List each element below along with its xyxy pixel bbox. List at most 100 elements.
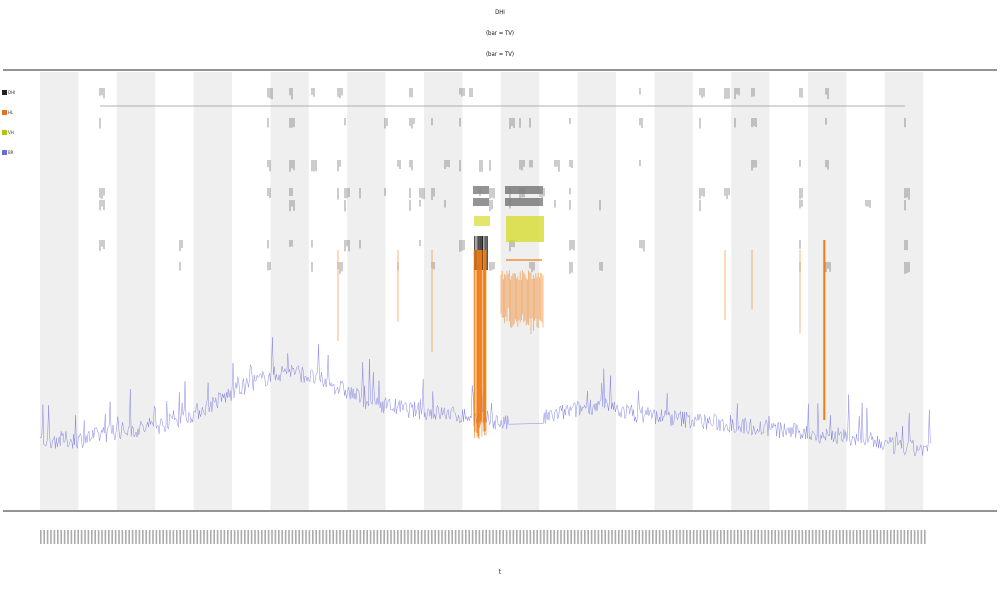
x-tick-label xyxy=(312,530,314,544)
x-tick-label xyxy=(352,530,355,544)
x-tick-label xyxy=(295,530,297,544)
x-tick-label xyxy=(862,530,865,544)
x-tick-label xyxy=(465,530,467,544)
chart-subtitle-2: (bar = TV) xyxy=(485,51,515,58)
x-tick-label xyxy=(876,530,878,544)
x-tick-label xyxy=(567,530,569,544)
x-tick-label xyxy=(879,530,882,544)
x-tick-label xyxy=(318,530,321,544)
legend: DHI HL VH BR xyxy=(2,82,15,162)
x-tick-label xyxy=(713,530,715,544)
x-tick-label xyxy=(485,530,487,544)
x-tick-label xyxy=(658,530,661,544)
x-tick-label xyxy=(369,530,372,544)
x-tick-label xyxy=(560,530,562,544)
x-tick-label xyxy=(220,530,222,544)
x-tick-label xyxy=(199,530,202,544)
x-tick-label xyxy=(366,530,368,544)
x-tick-label xyxy=(148,530,151,544)
x-tick-label xyxy=(77,530,79,544)
x-tick-label xyxy=(342,530,345,544)
x-tick-label xyxy=(645,530,647,544)
x-tick-label xyxy=(907,530,909,544)
x-tick-label xyxy=(720,530,722,544)
x-tick-label xyxy=(427,530,430,544)
x-tick-label xyxy=(607,530,610,544)
x-tick-label xyxy=(536,530,538,544)
x-tick-label xyxy=(230,530,232,544)
x-tick-label xyxy=(873,530,875,544)
x-tick-label xyxy=(529,530,532,544)
x-tick-label xyxy=(444,530,447,544)
x-tick-label xyxy=(594,530,596,544)
x-tick-label xyxy=(784,530,787,544)
x-tick-label xyxy=(842,530,844,544)
x-tick-label xyxy=(448,530,450,544)
x-tick-label xyxy=(118,530,120,544)
x-tick-labels xyxy=(40,530,926,544)
legend-swatch xyxy=(2,149,7,155)
x-tick-label xyxy=(587,530,589,544)
x-tick-label xyxy=(771,530,773,544)
x-tick-label xyxy=(145,530,147,544)
background-band xyxy=(40,72,79,510)
x-tick-label xyxy=(553,530,555,544)
background-band xyxy=(347,72,386,510)
x-tick-label xyxy=(335,530,338,544)
x-tick-label xyxy=(822,530,824,544)
x-tick-label xyxy=(179,530,181,544)
x-tick-label xyxy=(692,530,695,544)
x-tick-label xyxy=(325,530,328,544)
x-tick-label xyxy=(550,530,552,544)
x-tick-label xyxy=(363,530,365,544)
x-tick-label xyxy=(390,530,392,544)
background-band xyxy=(270,72,309,510)
x-tick-label xyxy=(499,530,501,544)
x-tick-label xyxy=(63,530,66,544)
x-tick-label xyxy=(288,530,290,544)
x-tick-label xyxy=(410,530,413,544)
x-tick-label xyxy=(709,530,712,544)
x-tick-label xyxy=(893,530,895,544)
x-tick-label xyxy=(808,530,810,544)
x-tick-label xyxy=(53,530,56,544)
x-tick-label xyxy=(475,530,477,544)
x-tick-label xyxy=(227,530,229,544)
x-tick-label xyxy=(131,530,134,544)
x-tick-label xyxy=(896,530,899,544)
x-tick-label xyxy=(866,530,868,544)
x-tick-label xyxy=(601,530,603,544)
x-tick-label xyxy=(159,530,161,544)
x-tick-label xyxy=(900,530,902,544)
x-tick-label xyxy=(828,530,831,544)
x-tick-label xyxy=(539,530,542,544)
x-tick-label xyxy=(223,530,226,544)
x-tick-label xyxy=(733,530,736,544)
x-tick-label xyxy=(747,530,749,544)
x-tick-label xyxy=(298,530,300,544)
signal-traces xyxy=(39,240,932,457)
x-tick-label xyxy=(495,530,498,544)
x-tick-label xyxy=(774,530,776,544)
x-tick-label xyxy=(794,530,797,544)
x-tick-label xyxy=(94,530,96,544)
x-tick-label xyxy=(322,530,324,544)
x-tick-label xyxy=(186,530,188,544)
x-tick-label xyxy=(203,530,205,544)
x-tick-label xyxy=(570,530,572,544)
x-tick-label xyxy=(346,530,348,544)
x-tick-label xyxy=(451,530,453,544)
x-tick-label xyxy=(652,530,654,544)
x-tick-label xyxy=(798,530,800,544)
x-tick-label xyxy=(305,530,307,544)
x-tick-label xyxy=(696,530,698,544)
background-band xyxy=(577,72,616,510)
x-tick-label xyxy=(788,530,790,544)
x-tick-label xyxy=(573,530,576,544)
x-tick-label xyxy=(686,530,688,544)
x-tick-label xyxy=(434,530,436,544)
x-tick-label xyxy=(818,530,821,544)
x-tick-label xyxy=(97,530,100,544)
x-tick-label xyxy=(635,530,637,544)
